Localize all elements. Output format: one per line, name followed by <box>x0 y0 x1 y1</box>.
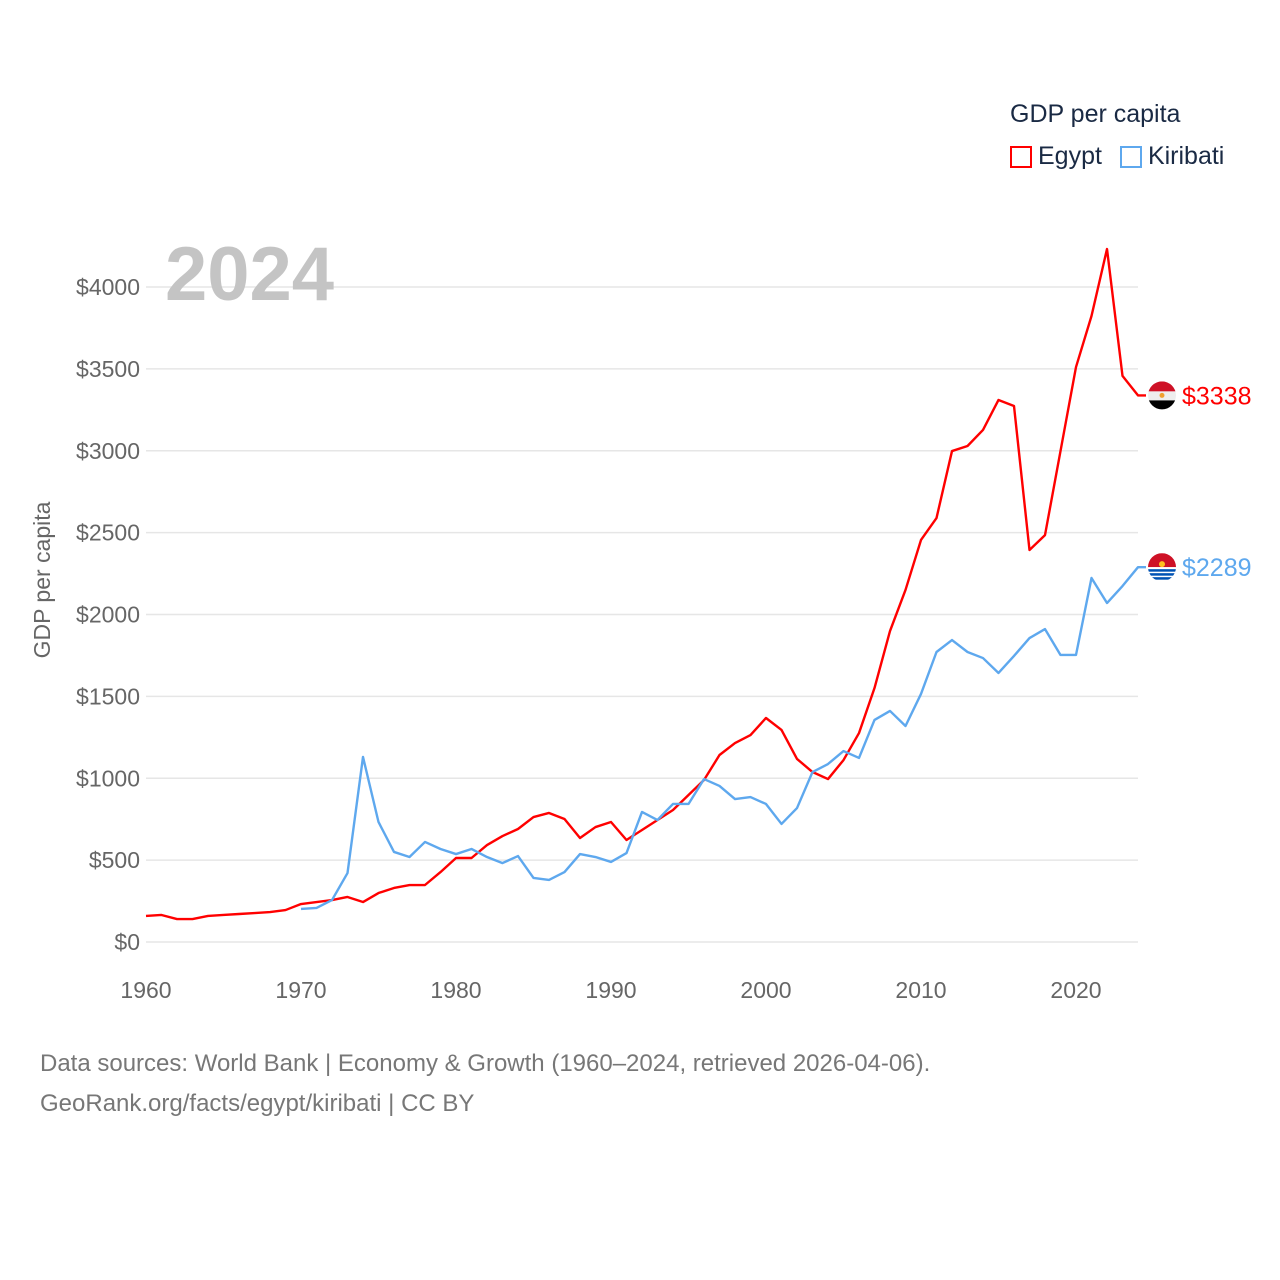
attribution-text: GeoRank.org/facts/egypt/kiribati | CC BY <box>40 1090 475 1117</box>
y-tick-label: $1000 <box>76 765 140 791</box>
end-value-kiribati: $2289 <box>1182 554 1252 582</box>
kiribati-flag-icon <box>1148 553 1176 582</box>
legend-label-egypt: Egypt <box>1038 142 1102 170</box>
y-tick-label: $3500 <box>76 356 140 382</box>
x-tick-label: 2010 <box>895 977 946 1003</box>
y-tick-label: $4000 <box>76 274 140 300</box>
y-tick-label: $2500 <box>76 520 140 546</box>
y-axis: $0 $500 $1000 $1500 $2000 $2500 $3000 $3500 $400… <box>76 274 140 955</box>
x-tick-label: 1970 <box>275 977 326 1003</box>
legend-title: GDP per capita <box>1010 100 1181 128</box>
source-text: Data sources: World Bank | Economy & Gro… <box>40 1050 931 1077</box>
legend-label-kiribati: Kiribati <box>1147 142 1225 170</box>
x-tick-label: 1990 <box>585 977 636 1003</box>
y-tick-label: $500 <box>89 847 140 873</box>
end-labels: $3338 $2289 <box>1148 381 1252 582</box>
series-lines <box>145 247 1146 921</box>
series-line-kiribati <box>300 565 1146 911</box>
grid-lines <box>146 286 1138 943</box>
year-watermark: 2024 <box>165 232 334 317</box>
series-line-egypt <box>145 247 1146 921</box>
legend-item-kiribati[interactable]: Kiribati <box>1119 142 1225 171</box>
footer: Data sources: World Bank | Economy & Gro… <box>40 1044 930 1124</box>
legend-swatch-egypt <box>1010 145 1032 168</box>
x-tick-label: 1960 <box>120 977 171 1003</box>
x-axis: 1960 1970 1980 1990 2000 2010 2020 <box>120 977 1101 1003</box>
x-tick-label: 1980 <box>430 977 481 1003</box>
y-tick-label: $3000 <box>76 438 140 464</box>
legend-item-egypt[interactable]: Egypt <box>1010 142 1102 171</box>
egypt-flag-icon <box>1148 381 1176 410</box>
legend: Egypt Kiribati <box>1010 142 1224 171</box>
y-axis-label: GDP per capita <box>29 501 55 658</box>
y-tick-label: $1500 <box>76 683 140 709</box>
end-value-egypt: $3338 <box>1182 382 1252 410</box>
x-tick-label: 2020 <box>1050 977 1101 1003</box>
legend-swatch-kiribati <box>1119 145 1142 168</box>
y-tick-label: $0 <box>114 929 140 955</box>
y-tick-label: $2000 <box>76 602 140 628</box>
x-tick-label: 2000 <box>740 977 791 1003</box>
